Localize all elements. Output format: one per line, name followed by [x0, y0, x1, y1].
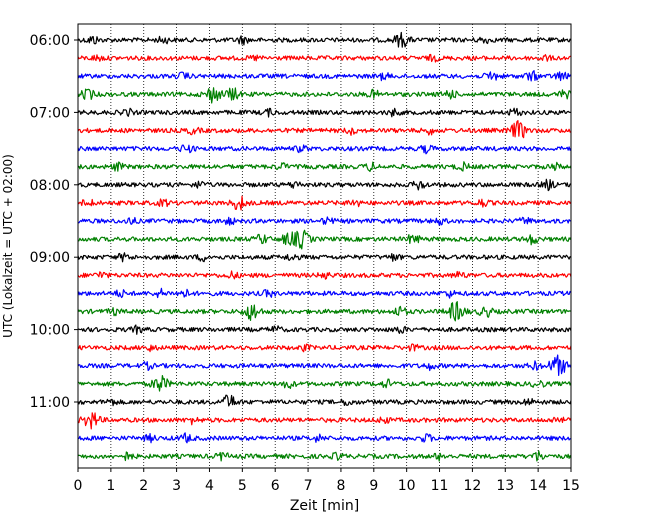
x-tick-label: 15: [562, 478, 580, 494]
trace-0945: [77, 301, 572, 322]
trace-1015: [77, 343, 572, 353]
plot-frame: [77, 23, 572, 469]
trace-1045: [77, 374, 572, 392]
trace-0745: [77, 161, 572, 173]
x-tick-label: 14: [529, 478, 547, 494]
y-tick-label: 09:00: [30, 250, 70, 266]
x-tick-label: 3: [172, 478, 181, 494]
vertical-grid: [110, 24, 539, 468]
trace-0930: [77, 287, 572, 299]
trace-0900: [77, 252, 572, 263]
x-tick-label: 9: [369, 478, 378, 494]
y-axis-label: UTC (Lokalzeit = UTC + 02:00): [1, 154, 15, 338]
trace-0815: [77, 195, 572, 211]
x-axis-label: Zeit [min]: [290, 498, 359, 514]
trace-0915: [77, 270, 572, 280]
trace-1115: [77, 412, 572, 430]
x-tick-label: 7: [304, 478, 313, 494]
trace-1100: [77, 394, 572, 407]
trace-0645: [77, 87, 572, 104]
y-axis-ticks: 06:00 07:00 08:00 09:00 10:00 11:00: [30, 33, 78, 411]
trace-1145: [77, 450, 572, 462]
trace-1130: [77, 432, 572, 444]
trace-0700: [77, 107, 572, 118]
trace-0630: [77, 70, 572, 82]
x-tick-label: 2: [139, 478, 148, 494]
x-tick-label: 5: [238, 478, 247, 494]
x-tick-label: 10: [398, 478, 416, 494]
x-tick-label: 4: [205, 478, 214, 494]
trace-0830: [77, 216, 572, 226]
x-tick-label: 8: [336, 478, 345, 494]
trace-1030: [77, 354, 572, 377]
trace-0845: [77, 229, 572, 250]
y-tick-label: 06:00: [30, 33, 70, 49]
x-tick-label: 13: [496, 478, 514, 494]
trace-0715: [77, 119, 572, 139]
x-tick-label: 12: [463, 478, 481, 494]
y-tick-label: 07:00: [30, 105, 70, 121]
y-tick-label: 08:00: [30, 178, 70, 194]
trace-0800: [77, 178, 572, 192]
trace-0600: [77, 31, 572, 48]
x-tick-label: 6: [271, 478, 280, 494]
y-tick-label: 11:00: [30, 395, 70, 411]
y-tick-label: 10:00: [30, 323, 70, 339]
x-tick-label: 1: [106, 478, 115, 494]
seismic-traces: [77, 31, 572, 462]
x-axis-ticks: 0 1 2 3 4 5 6 7 8 9 10 11 12 13 14 15: [74, 468, 580, 494]
x-tick-label: 0: [74, 478, 83, 494]
x-tick-label: 11: [431, 478, 449, 494]
trace-0615: [77, 53, 572, 63]
trace-0730: [77, 144, 572, 155]
trace-1000: [77, 324, 572, 335]
